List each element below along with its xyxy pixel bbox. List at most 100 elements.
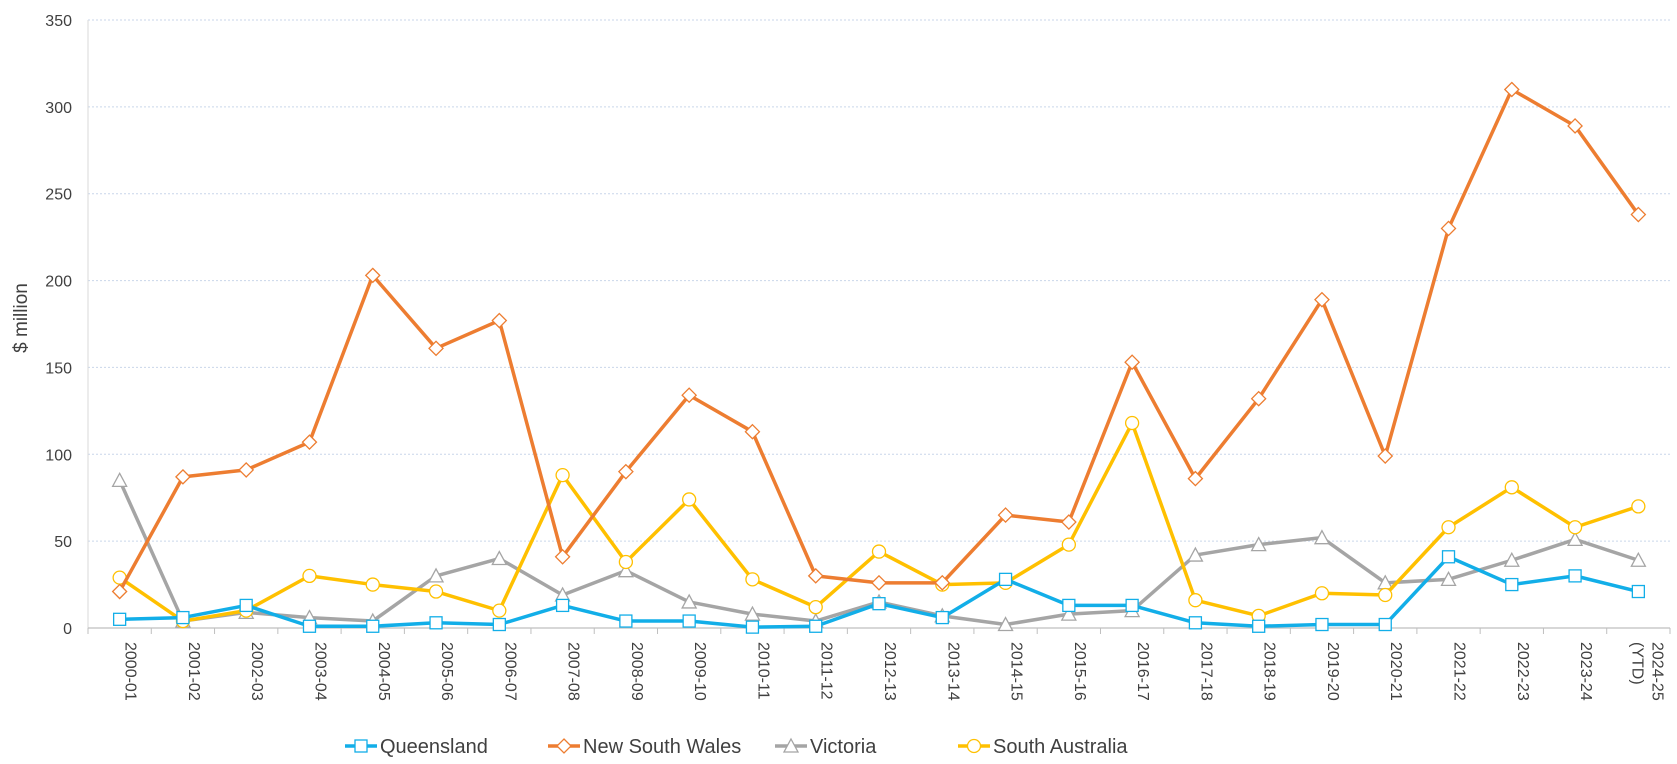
point-new-south-wales: [1187, 470, 1204, 487]
point-new-south-wales: [111, 583, 128, 600]
point-victoria: [681, 593, 698, 609]
x-tick-label: 2013-14: [944, 642, 961, 701]
x-tick-label: 2002-03: [248, 642, 265, 701]
point-south-australia: [808, 600, 823, 615]
point-queensland: [809, 619, 823, 633]
point-queensland: [1505, 577, 1519, 592]
point-queensland: [1252, 619, 1266, 633]
x-tick-label: 2023-24: [1577, 642, 1594, 701]
y-tick-label: 50: [54, 534, 72, 551]
x-tick-label: 2012-13: [881, 642, 898, 701]
point-queensland: [366, 619, 380, 633]
series-line-new-south-wales: [117, 87, 1641, 594]
point-south-australia: [302, 568, 317, 584]
point-victoria: [1313, 529, 1331, 545]
point-new-south-wales: [1440, 220, 1457, 237]
point-queensland: [935, 610, 949, 625]
point-victoria: [1440, 570, 1457, 587]
x-axis: 2000-01 2001-02 2002-03 2003-04 2004-05 2005-…: [87, 627, 1671, 701]
point-south-australia: [682, 492, 697, 507]
x-tick-label: 2000-01: [122, 642, 139, 701]
legend-item-new-south-wales: New South Wales: [548, 736, 741, 758]
x-tick-label: 2005-06: [438, 642, 455, 701]
x-tick-label: 2004-05: [375, 642, 392, 701]
legend-marker-south-australia: [966, 738, 982, 754]
point-queensland: [619, 614, 633, 628]
point-queensland: [1188, 616, 1203, 630]
point-victoria: [111, 471, 128, 487]
x-tick-label: 2024-25(YTD): [1628, 642, 1665, 701]
point-new-south-wales: [175, 468, 191, 485]
point-queensland: [1125, 598, 1139, 613]
x-tick-label: 2011-12: [818, 642, 835, 700]
legend-label-south-australia: South Australia: [993, 736, 1128, 758]
point-queensland: [745, 620, 760, 634]
point-queensland: [1441, 550, 1456, 564]
point-queensland: [1062, 598, 1076, 613]
point-new-south-wales: [1250, 390, 1267, 407]
point-south-australia: [745, 572, 760, 587]
x-tick-label: 2019-20: [1324, 642, 1341, 701]
x-tick-label: 2018-19: [1261, 642, 1278, 701]
series-new-south-wales: [111, 81, 1647, 600]
point-victoria: [997, 616, 1014, 632]
point-new-south-wales: [428, 340, 444, 357]
point-queensland: [112, 612, 127, 626]
y-tick-label: 150: [45, 360, 72, 377]
legend-item-south-australia: South Australia: [958, 736, 1128, 758]
y-tick-label: 200: [45, 274, 72, 291]
legend-label-queensland: Queensland: [380, 736, 488, 758]
point-queensland: [555, 598, 570, 613]
point-queensland: [1378, 617, 1392, 632]
legend-item-queensland: Queensland: [345, 736, 488, 758]
point-victoria: [1630, 551, 1647, 567]
legend-marker-victoria: [782, 737, 800, 753]
point-queensland: [1631, 584, 1646, 599]
point-south-australia: [428, 584, 444, 599]
point-south-australia: [492, 603, 507, 618]
point-queensland: [1568, 569, 1582, 583]
x-tick-label: 2008-09: [628, 642, 645, 701]
y-axis: 0 50 100 150 200 250 300 350: [45, 13, 89, 638]
point-south-australia: [1567, 520, 1583, 535]
legend-marker-new-south-wales: [556, 738, 572, 754]
point-victoria: [1250, 536, 1267, 552]
point-south-australia: [1124, 415, 1140, 431]
x-tick-label: 2022-23: [1514, 642, 1531, 701]
point-new-south-wales: [491, 312, 508, 329]
x-tick-label: 2014-15: [1008, 642, 1025, 701]
point-queensland: [682, 614, 696, 628]
y-tick-label: 350: [45, 13, 72, 30]
point-new-south-wales: [807, 567, 824, 584]
x-tick-label: 2001-02: [185, 642, 202, 701]
series-queensland: [112, 550, 1646, 634]
point-queensland: [1315, 617, 1329, 632]
x-tick-label: 2015-16: [1071, 642, 1088, 701]
point-victoria: [491, 550, 508, 566]
y-tick-label: 300: [45, 100, 72, 117]
x-tick-label: 2010-11: [754, 642, 771, 700]
x-tick-label: 2021-22: [1451, 642, 1468, 701]
point-south-australia: [1314, 586, 1330, 601]
point-queensland: [302, 619, 317, 633]
x-tick-label: 2003-04: [311, 642, 328, 701]
point-new-south-wales: [1567, 118, 1583, 134]
point-new-south-wales: [1060, 514, 1077, 530]
x-tick-label: 2006-07: [501, 642, 518, 701]
point-south-australia: [1061, 537, 1076, 552]
point-victoria: [1060, 605, 1077, 621]
point-south-australia: [1631, 499, 1646, 514]
point-new-south-wales: [301, 434, 318, 451]
point-victoria: [1566, 531, 1584, 547]
point-queensland: [872, 597, 886, 611]
point-victoria: [427, 567, 445, 583]
y-axis-label: $ million: [11, 283, 32, 353]
point-new-south-wales: [934, 574, 951, 591]
point-new-south-wales: [681, 387, 698, 404]
point-south-australia: [365, 577, 380, 592]
point-south-australia: [1378, 587, 1393, 603]
point-new-south-wales: [1630, 206, 1647, 223]
y-tick-label: 250: [45, 187, 72, 204]
y-tick-label: 100: [45, 447, 72, 464]
